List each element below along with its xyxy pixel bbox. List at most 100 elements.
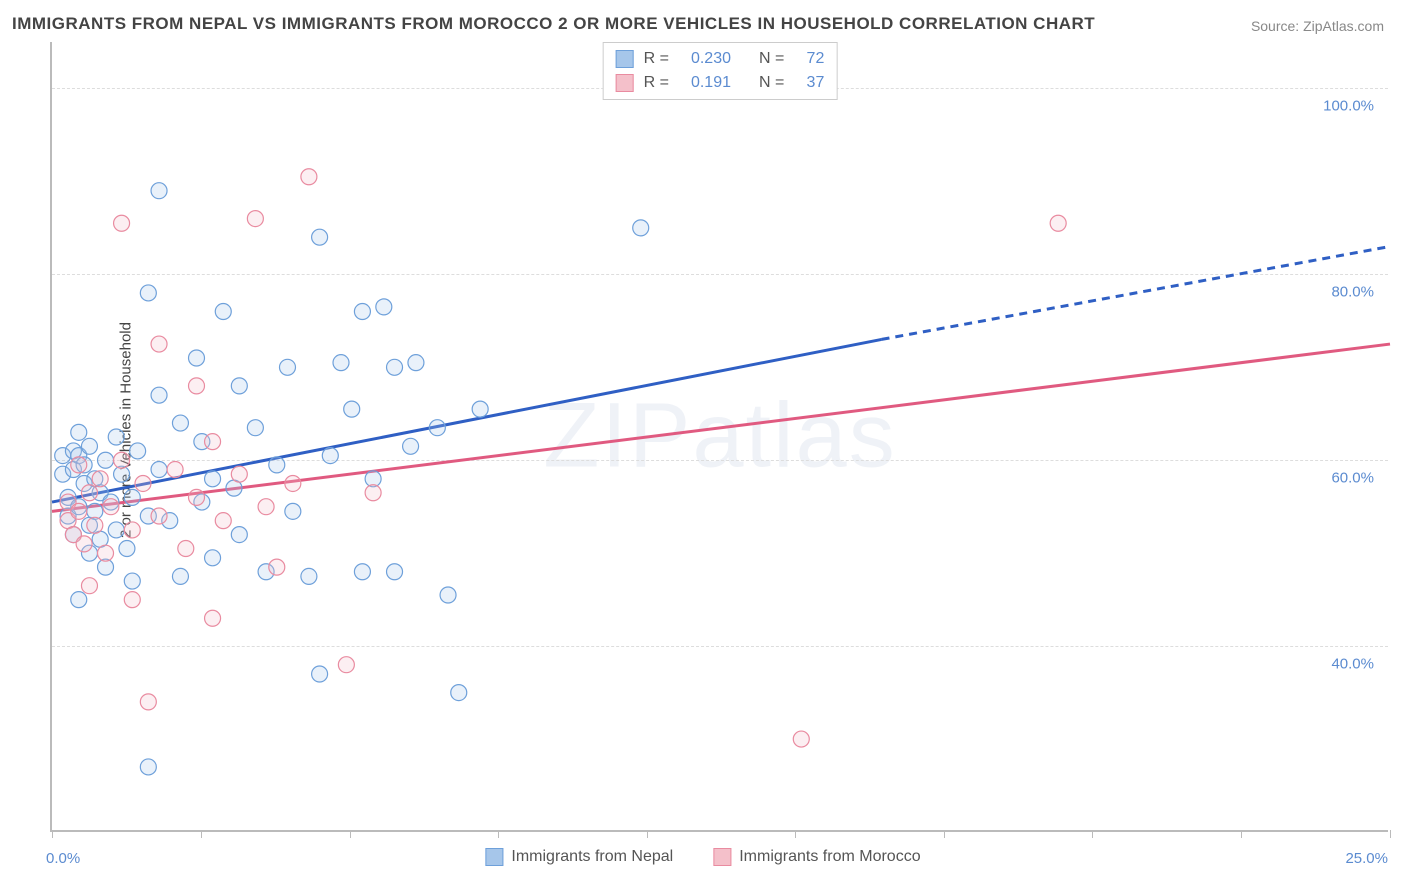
x-tick (52, 830, 53, 838)
legend-label-2: Immigrants from Morocco (739, 848, 920, 866)
x-tick (1092, 830, 1093, 838)
scatter-point (151, 508, 167, 524)
scatter-point (71, 503, 87, 519)
swatch-series1 (616, 50, 634, 68)
legend-label-1: Immigrants from Nepal (511, 848, 673, 866)
scatter-point (71, 457, 87, 473)
scatter-point (354, 564, 370, 580)
scatter-point (140, 285, 156, 301)
scatter-point (403, 438, 419, 454)
x-tick (1241, 830, 1242, 838)
scatter-point (130, 443, 146, 459)
scatter-point (172, 568, 188, 584)
scatter-point (269, 559, 285, 575)
scatter-point (189, 378, 205, 394)
scatter-point (258, 499, 274, 515)
scatter-point (71, 592, 87, 608)
scatter-point (376, 299, 392, 315)
scatter-point (215, 513, 231, 529)
scatter-point (124, 522, 140, 538)
scatter-point (231, 527, 247, 543)
scatter-point (172, 415, 188, 431)
scatter-point (215, 304, 231, 320)
scatter-point (1050, 215, 1066, 231)
x-tick-label-left: 0.0% (46, 850, 80, 867)
stat-N-value-1: 72 (794, 47, 824, 71)
scatter-point (338, 657, 354, 673)
x-tick (498, 830, 499, 838)
x-tick-label-right: 25.0% (1345, 850, 1388, 867)
scatter-point (793, 731, 809, 747)
scatter-point (387, 564, 403, 580)
legend-swatch-1 (485, 848, 503, 866)
scatter-point (429, 420, 445, 436)
scatter-point (87, 517, 103, 533)
scatter-point (81, 485, 97, 501)
scatter-point (451, 685, 467, 701)
legend-item-series2: Immigrants from Morocco (713, 848, 920, 866)
scatter-point (247, 420, 263, 436)
scatter-point (140, 759, 156, 775)
scatter-point (301, 169, 317, 185)
stat-N-label: N = (759, 47, 784, 71)
scatter-point (124, 489, 140, 505)
scatter-point (301, 568, 317, 584)
scatter-point (333, 355, 349, 371)
scatter-point (76, 536, 92, 552)
legend-item-series1: Immigrants from Nepal (485, 848, 673, 866)
scatter-point (119, 541, 135, 557)
scatter-point (354, 304, 370, 320)
scatter-point (81, 578, 97, 594)
scatter-point (387, 359, 403, 375)
scatter-point (279, 359, 295, 375)
scatter-point (114, 452, 130, 468)
scatter-point (124, 592, 140, 608)
stats-legend: R = 0.230 N = 72 R = 0.191 N = 37 (603, 42, 838, 100)
scatter-point (633, 220, 649, 236)
scatter-point (285, 475, 301, 491)
scatter-point (231, 466, 247, 482)
bottom-legend: Immigrants from Nepal Immigrants from Mo… (485, 848, 920, 866)
swatch-series2 (616, 74, 634, 92)
scatter-point (167, 462, 183, 478)
scatter-point (108, 429, 124, 445)
scatter-point (151, 387, 167, 403)
scatter-point (269, 457, 285, 473)
source-label: Source: ZipAtlas.com (1251, 18, 1384, 34)
stats-row-series2: R = 0.191 N = 37 (616, 71, 825, 95)
scatter-point (285, 503, 301, 519)
scatter-point (151, 336, 167, 352)
scatter-point (231, 378, 247, 394)
scatter-point (440, 587, 456, 603)
scatter-point (92, 471, 108, 487)
scatter-point (472, 401, 488, 417)
scatter-point (114, 215, 130, 231)
stat-N-value-2: 37 (794, 71, 824, 95)
scatter-point (189, 350, 205, 366)
scatter-point (151, 462, 167, 478)
stat-R-value-2: 0.191 (679, 71, 731, 95)
scatter-point (344, 401, 360, 417)
x-tick (1390, 830, 1391, 838)
plot-area: ZIPatlas 40.0%60.0%80.0%100.0% R = 0.230… (50, 42, 1388, 832)
scatter-point (140, 694, 156, 710)
scatter-point (124, 573, 140, 589)
scatter-point (178, 541, 194, 557)
stat-R-value-1: 0.230 (679, 47, 731, 71)
scatter-point (312, 666, 328, 682)
x-tick (201, 830, 202, 838)
stat-N-label-2: N = (759, 71, 784, 95)
scatter-point (247, 211, 263, 227)
x-tick (647, 830, 648, 838)
scatter-point (408, 355, 424, 371)
scatter-point (71, 424, 87, 440)
scatter-point (322, 448, 338, 464)
scatter-point (103, 499, 119, 515)
scatter-point (205, 550, 221, 566)
scatter-point (135, 475, 151, 491)
scatter-point (312, 229, 328, 245)
scatter-point (365, 485, 381, 501)
stats-row-series1: R = 0.230 N = 72 (616, 47, 825, 71)
scatter-point (205, 471, 221, 487)
scatter-point (189, 489, 205, 505)
